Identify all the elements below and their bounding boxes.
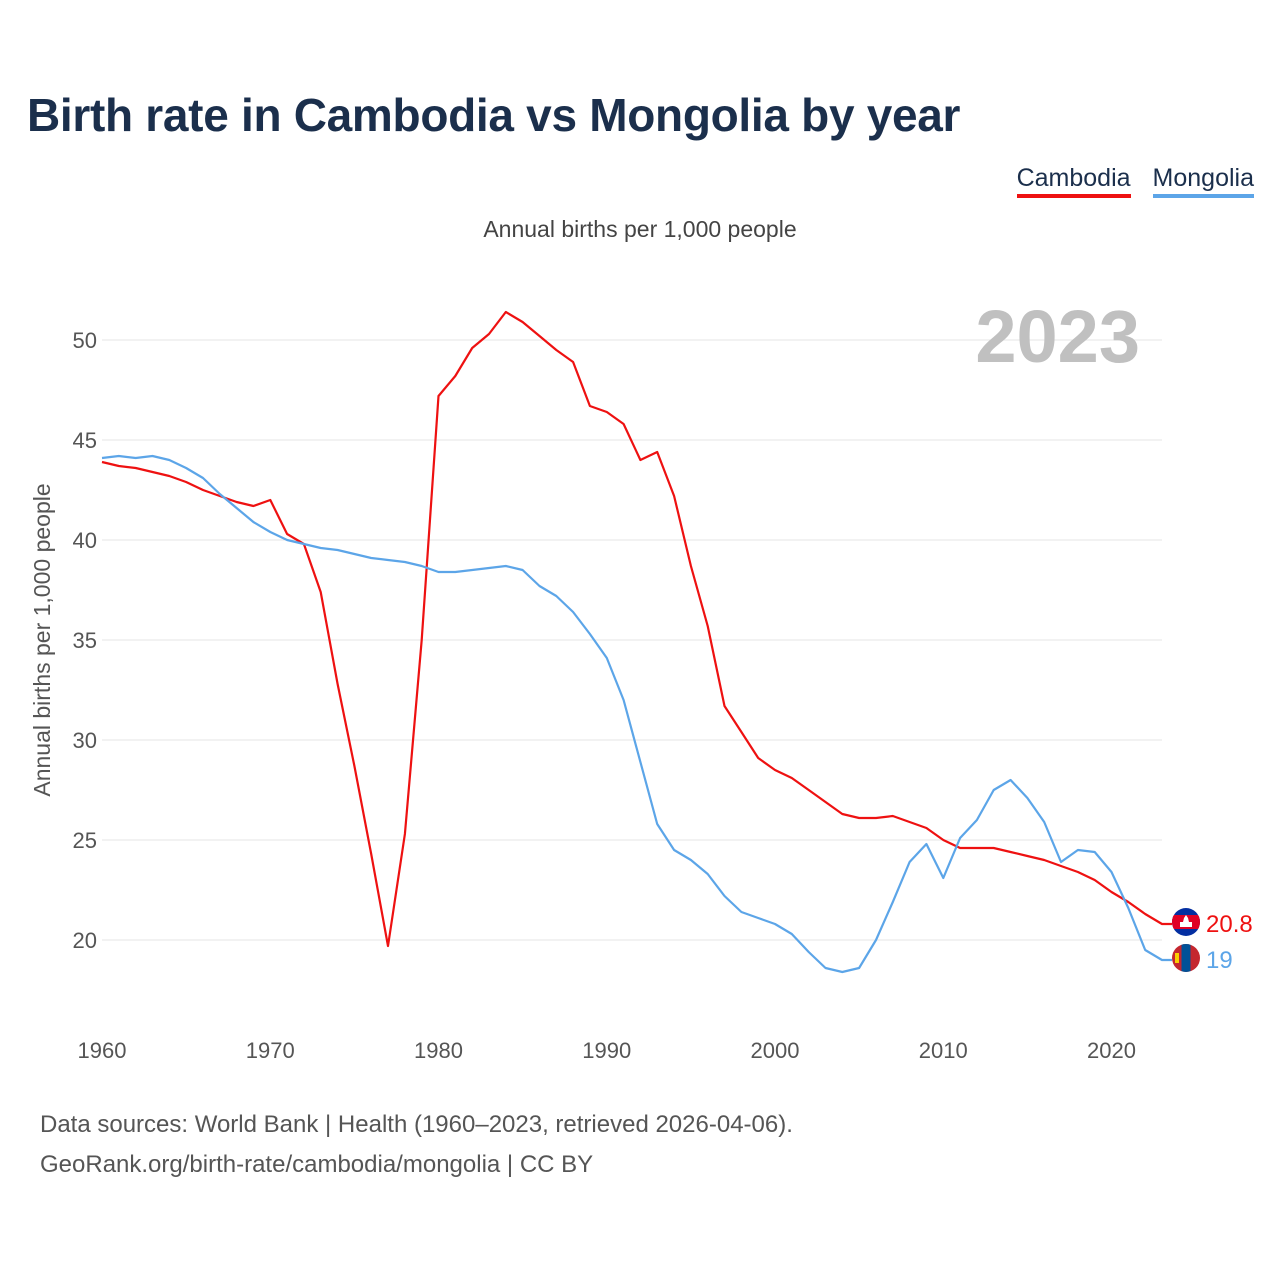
series-lines [101,310,1172,974]
data-source-note: Data sources: World Bank | Health (1960–… [40,1111,793,1138]
year-watermark: 2023 [975,295,1140,378]
legend: Cambodia Mongolia [1016,164,1254,198]
x-tick-label: 2020 [1087,1038,1136,1063]
y-tick-label: 20 [73,928,97,953]
x-tick-label: 2010 [919,1038,968,1063]
mongolia-flag-icon [1172,944,1200,972]
x-tick-label: 1960 [78,1038,127,1063]
source-url: GeoRank.org/birth-rate/cambodia/mongolia… [40,1151,594,1178]
legend-cambodia[interactable]: Cambodia [1016,164,1131,198]
chart-title: Birth rate in Cambodia vs Mongolia by ye… [27,89,961,141]
x-tick-label: 1970 [246,1038,295,1063]
y-axis-label: Annual births per 1,000 people [29,483,55,796]
x-axis-ticks: 1960 1970 1980 1990 2000 2010 2020 [78,1038,1136,1063]
y-tick-label: 30 [73,728,97,753]
y-tick-label: 50 [73,328,97,353]
x-tick-label: 2000 [751,1038,800,1063]
series-line-cambodia[interactable] [101,310,1172,948]
x-tick-label: 1980 [414,1038,463,1063]
cambodia-flag-icon [1172,908,1200,936]
series-line-mongolia[interactable] [101,454,1172,974]
y-tick-label: 40 [73,528,97,553]
end-label-cambodia: 20.8 [1206,911,1253,938]
end-label-mongolia: 19 [1206,947,1233,974]
chart-subtitle: Annual births per 1,000 people [483,216,797,242]
legend-mongolia[interactable]: Mongolia [1152,164,1254,198]
y-tick-label: 25 [73,828,97,853]
x-tick-label: 1990 [582,1038,631,1063]
footer: Data sources: World Bank | Health (1960–… [40,1105,793,1185]
y-tick-label: 35 [73,628,97,653]
y-tick-label: 45 [73,428,97,453]
end-value-labels: 20.8 19 [1206,911,1253,974]
y-axis-ticks: 20 25 30 35 40 45 50 [73,328,97,953]
